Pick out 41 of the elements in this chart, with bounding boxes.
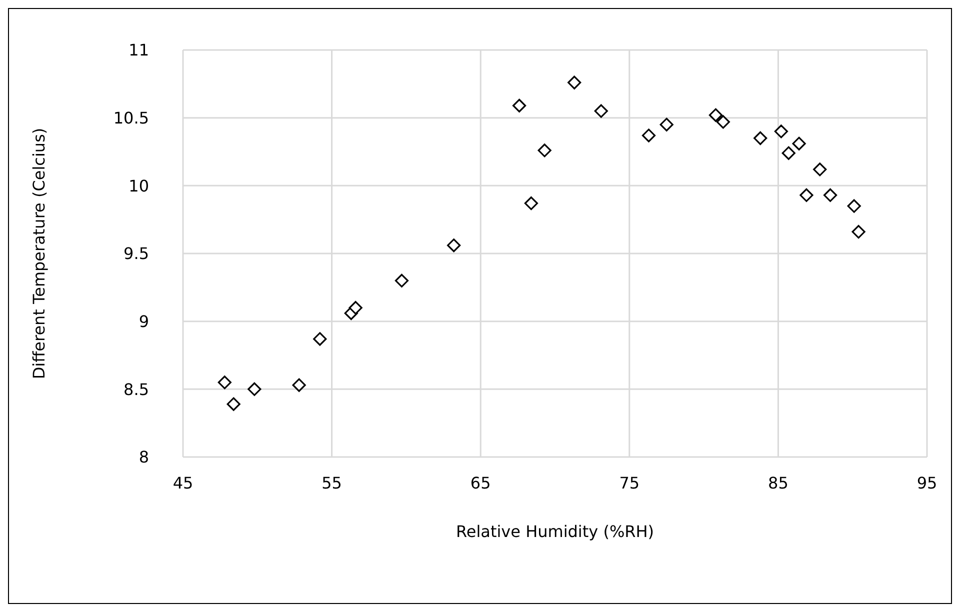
point [594, 104, 608, 118]
point [292, 378, 306, 392]
point [800, 188, 814, 202]
x-tick-label: 85 [768, 473, 788, 492]
point [568, 76, 582, 90]
point [248, 382, 262, 396]
x-tick-label: 75 [619, 473, 640, 492]
y-axis-title: Different Temperature (Celcius) [30, 128, 49, 380]
point [348, 300, 362, 315]
y-tick-label: 11 [128, 40, 149, 60]
point [642, 128, 656, 142]
y-tick-label: 9 [138, 312, 149, 332]
point [226, 397, 240, 411]
point [218, 376, 232, 390]
x-axis-title: Relative Humidity (%RH) [456, 522, 654, 541]
point [447, 238, 461, 252]
point [774, 124, 788, 138]
x-tick-label: 95 [916, 473, 938, 492]
point [852, 224, 866, 239]
point [813, 162, 827, 176]
y-tick-label: 10 [128, 176, 149, 196]
point [394, 274, 409, 288]
y-tick-label: 8.5 [124, 380, 149, 399]
point [847, 199, 861, 213]
x-tick-label: 45 [172, 473, 194, 492]
point [313, 332, 327, 346]
point [660, 118, 674, 132]
point [754, 131, 768, 145]
point [792, 136, 806, 150]
x-tick-label: 55 [322, 473, 342, 492]
point [708, 108, 723, 122]
point [512, 98, 526, 112]
point [538, 144, 552, 158]
y-tick-label: 9.5 [124, 244, 149, 264]
point [823, 188, 838, 202]
x-tick-label: 65 [470, 473, 491, 492]
point [524, 196, 538, 210]
y-tick-label: 10.5 [113, 108, 149, 128]
y-tick-label: 8 [138, 448, 149, 467]
point [782, 146, 796, 160]
point [716, 115, 730, 129]
